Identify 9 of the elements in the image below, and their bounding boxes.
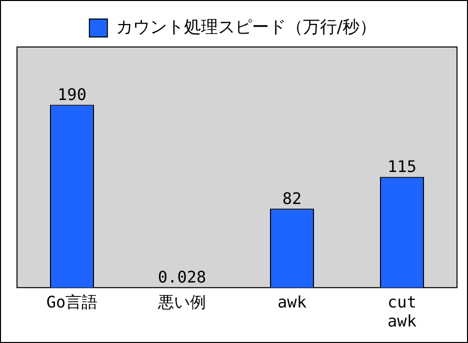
- data-label: 115: [388, 157, 416, 176]
- data-label: 0.028: [158, 268, 206, 287]
- data-label: 82: [282, 188, 302, 208]
- x-tick-label: Go言語: [46, 292, 98, 312]
- data-label: 190: [58, 84, 86, 104]
- x-tick-label: cut awk: [388, 292, 417, 331]
- x-tick-label: 悪い例: [157, 292, 206, 312]
- x-tick-label: awk: [278, 292, 307, 312]
- legend-label: カウント処理スピード（万行/秒）: [116, 17, 377, 38]
